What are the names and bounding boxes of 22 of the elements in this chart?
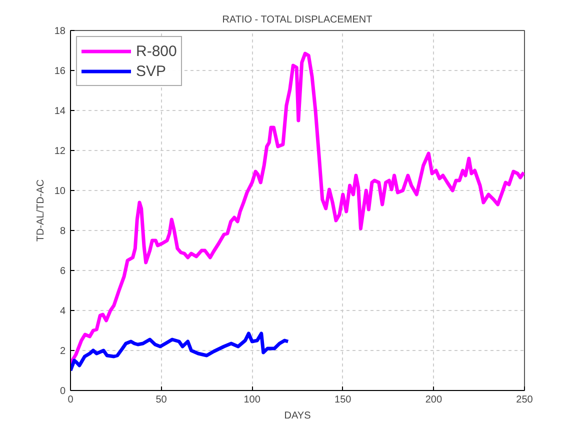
- y-axis-title: TD-AL/TD-AC: [35, 179, 46, 242]
- x-tick-label: 100: [244, 394, 261, 406]
- legend-label: SVP: [136, 62, 166, 80]
- y-tick-label: 16: [54, 66, 66, 77]
- y-tick-label: 6: [60, 266, 66, 277]
- x-tick-label: 150: [334, 394, 352, 406]
- chart-title: RATIO - TOTAL DISPLACEMENT: [222, 14, 372, 26]
- legend-label: R-800: [136, 42, 177, 60]
- y-tick-label: 12: [54, 146, 66, 157]
- y-tick-label: 4: [60, 306, 66, 317]
- y-tick-label: 2: [60, 346, 66, 357]
- x-axis-title: DAYS: [284, 410, 312, 422]
- x-tick-label: 50: [156, 394, 168, 406]
- y-tick-label: 0: [60, 386, 66, 397]
- line-series: [70, 332, 290, 372]
- y-tick-label: 10: [54, 186, 66, 197]
- x-tick-label: 250: [516, 394, 534, 406]
- x-tick-label: 0: [68, 394, 74, 406]
- y-tick-label: 8: [60, 226, 66, 237]
- y-tick-label: 14: [54, 106, 66, 117]
- x-tick-label: 200: [425, 394, 442, 406]
- y-tick-label: 18: [54, 26, 66, 37]
